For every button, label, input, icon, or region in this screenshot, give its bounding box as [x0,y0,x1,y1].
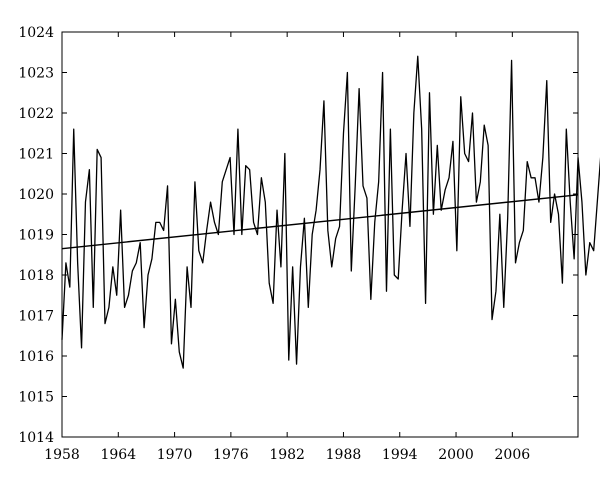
x-axis-ticks: 1958 1964 1970 1976 1982 1988 1994 2000 2006 [44,32,530,463]
x-tick-label: 1994 [382,447,418,463]
series-line [61,55,600,369]
y-tick-label: 1014 [18,430,54,446]
y-tick-label: 1016 [18,349,54,365]
y-tick-label: 1023 [18,66,54,82]
y-tick-label: 1024 [18,25,54,41]
y-tick-label: 1021 [18,147,54,163]
y-tick-label: 1015 [18,390,54,406]
y-tick-label: 1022 [18,106,54,122]
x-tick-label: 1982 [269,447,305,463]
plot-frame [61,31,579,438]
y-tick-label: 1017 [18,309,54,325]
y-tick-label: 1020 [18,187,54,203]
x-tick-label: 1970 [157,447,193,463]
x-tick-label: 1988 [326,447,362,463]
y-tick-label: 1018 [18,268,54,284]
x-tick-label: 1964 [100,447,136,463]
y-tick-label: 1019 [18,228,54,244]
x-tick-label: 1958 [44,447,80,463]
x-tick-label: 1976 [213,447,249,463]
x-tick-label: 2000 [438,447,474,463]
x-tick-label: 2006 [495,447,531,463]
trend-line [61,194,579,250]
y-axis-ticks: 1014 1015 1016 1017 1018 1019 1020 1021 1022 1023… [18,25,578,446]
